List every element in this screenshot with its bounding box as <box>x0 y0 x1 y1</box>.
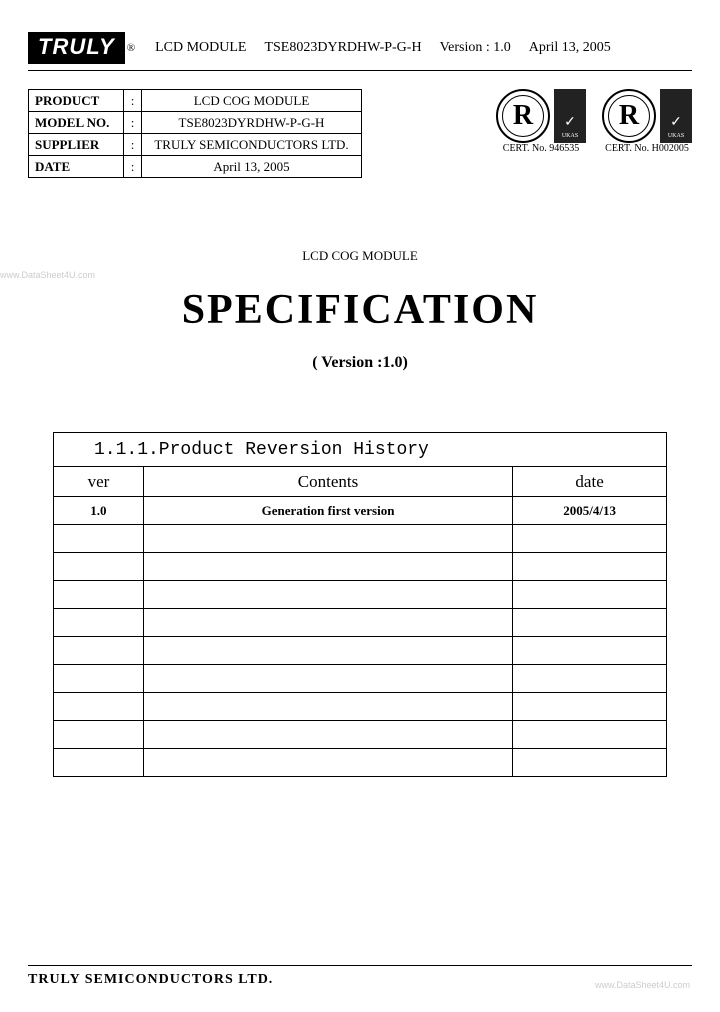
header-date: April 13, 2005 <box>529 40 611 56</box>
history-ver <box>54 637 144 665</box>
info-value-date: April 13, 2005 <box>142 156 362 178</box>
doc-subtitle: LCD COG MODULE <box>28 248 692 264</box>
cert-badge-pair: R ✓ UKAS <box>496 89 586 143</box>
history-date <box>513 721 667 749</box>
history-contents <box>143 637 512 665</box>
doc-version: ( Version :1.0) <box>28 354 692 372</box>
info-colon: : <box>124 90 142 112</box>
history-contents <box>143 609 512 637</box>
history-contents <box>143 749 512 777</box>
info-label-product: PRODUCT <box>29 90 124 112</box>
ukas-badge-icon: ✓ UKAS <box>660 89 692 143</box>
header-model: TSE8023DYRDHW-P-G-H <box>264 40 421 56</box>
history-ver <box>54 525 144 553</box>
cert-badge-pair: R ✓ UKAS <box>602 89 692 143</box>
doc-main-title: SPECIFICATION <box>28 286 692 334</box>
history-ver: 1.0 <box>54 497 144 525</box>
history-header-row: ver Contents date <box>54 467 667 497</box>
history-ver <box>54 581 144 609</box>
brand-logo: TRULY <box>28 32 125 64</box>
table-row <box>54 665 667 693</box>
page-footer: TRULY SEMICONDUCTORS LTD. <box>28 965 692 988</box>
table-row <box>54 749 667 777</box>
history-ver <box>54 721 144 749</box>
history-contents <box>143 553 512 581</box>
info-value-product: LCD COG MODULE <box>142 90 362 112</box>
info-value-supplier: TRULY SEMICONDUCTORS LTD. <box>142 134 362 156</box>
ukas-label: UKAS <box>562 133 578 139</box>
history-col-ver: ver <box>54 467 144 497</box>
ukas-badge-icon: ✓ UKAS <box>554 89 586 143</box>
info-label-date: DATE <box>29 156 124 178</box>
history-ver <box>54 665 144 693</box>
history-date <box>513 525 667 553</box>
table-row <box>54 525 667 553</box>
ukas-label: UKAS <box>668 133 684 139</box>
history-contents <box>143 525 512 553</box>
table-row: 1.0 Generation first version 2005/4/13 <box>54 497 667 525</box>
table-row: DATE : April 13, 2005 <box>29 156 362 178</box>
cert-badge-2: R ✓ UKAS CERT. No. H002005 <box>602 89 692 154</box>
history-date: 2005/4/13 <box>513 497 667 525</box>
history-ver <box>54 553 144 581</box>
r-letter: R <box>619 100 639 132</box>
history-date <box>513 749 667 777</box>
history-contents <box>143 721 512 749</box>
title-block: LCD COG MODULE SPECIFICATION ( Version :… <box>28 248 692 372</box>
history-date <box>513 693 667 721</box>
check-icon: ✓ <box>670 114 682 131</box>
history-date <box>513 609 667 637</box>
product-info-table: PRODUCT : LCD COG MODULE MODEL NO. : TSE… <box>28 89 362 178</box>
info-colon: : <box>124 112 142 134</box>
info-row: PRODUCT : LCD COG MODULE MODEL NO. : TSE… <box>28 89 692 178</box>
history-contents <box>143 581 512 609</box>
history-date <box>513 665 667 693</box>
info-colon: : <box>124 156 142 178</box>
cert-number-1: CERT. No. 946535 <box>503 143 579 154</box>
history-contents: Generation first version <box>143 497 512 525</box>
header-meta: LCD MODULE TSE8023DYRDHW-P-G-H Version :… <box>155 40 611 56</box>
table-row: MODEL NO. : TSE8023DYRDHW-P-G-H <box>29 112 362 134</box>
header-doc-type: LCD MODULE <box>155 40 246 56</box>
cert-number-2: CERT. No. H002005 <box>605 143 689 154</box>
table-row <box>54 721 667 749</box>
info-label-model: MODEL NO. <box>29 112 124 134</box>
table-row <box>54 609 667 637</box>
info-label-supplier: SUPPLIER <box>29 134 124 156</box>
logo-text: TRULY <box>38 34 115 59</box>
history-title-row: 1.1.1.Product Reversion History <box>54 433 667 467</box>
registered-mark: ® <box>127 42 135 54</box>
history-ver <box>54 693 144 721</box>
history-section-title: 1.1.1.Product Reversion History <box>54 433 667 467</box>
check-icon: ✓ <box>564 114 576 131</box>
table-row <box>54 581 667 609</box>
watermark-left: www.DataSheet4U.com <box>0 270 95 280</box>
watermark-right: www.DataSheet4U.com <box>595 980 690 990</box>
table-row <box>54 637 667 665</box>
table-row <box>54 693 667 721</box>
history-date <box>513 637 667 665</box>
certifications: R ✓ UKAS CERT. No. 946535 R ✓ UKAS CERT.… <box>496 89 692 154</box>
history-col-date: date <box>513 467 667 497</box>
page-header: TRULY ® LCD MODULE TSE8023DYRDHW-P-G-H V… <box>28 32 692 71</box>
table-row: PRODUCT : LCD COG MODULE <box>29 90 362 112</box>
revision-history-table: 1.1.1.Product Reversion History ver Cont… <box>53 432 667 777</box>
r-badge-icon: R <box>602 89 656 143</box>
r-badge-icon: R <box>496 89 550 143</box>
history-col-contents: Contents <box>143 467 512 497</box>
info-value-model: TSE8023DYRDHW-P-G-H <box>142 112 362 134</box>
history-contents <box>143 665 512 693</box>
history-contents <box>143 693 512 721</box>
r-letter: R <box>513 100 533 132</box>
history-ver <box>54 749 144 777</box>
history-date <box>513 581 667 609</box>
header-version: Version : 1.0 <box>440 40 511 56</box>
info-colon: : <box>124 134 142 156</box>
history-date <box>513 553 667 581</box>
table-row: SUPPLIER : TRULY SEMICONDUCTORS LTD. <box>29 134 362 156</box>
cert-badge-1: R ✓ UKAS CERT. No. 946535 <box>496 89 586 154</box>
history-ver <box>54 609 144 637</box>
table-row <box>54 553 667 581</box>
footer-company: TRULY SEMICONDUCTORS LTD. <box>28 972 273 987</box>
